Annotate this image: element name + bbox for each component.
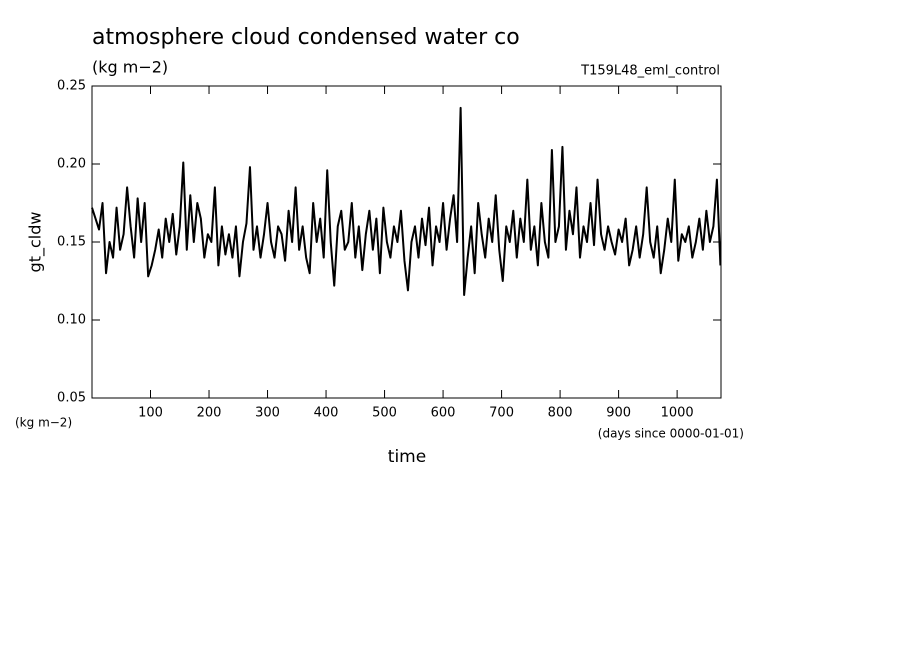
y-tick-label: 0.15 bbox=[57, 235, 86, 250]
y-tick-label: 0.25 bbox=[57, 79, 86, 94]
data-line bbox=[91, 106, 722, 297]
chart-title: atmosphere cloud condensed water co bbox=[92, 25, 520, 50]
y-tick-label: 0.20 bbox=[57, 157, 86, 172]
chart-subtitle: (kg m−2) bbox=[92, 58, 168, 77]
x-tick-label: 900 bbox=[606, 406, 631, 421]
y-axis-unit: (kg m−2) bbox=[15, 416, 72, 430]
y-axis-label: gt_cldw bbox=[26, 212, 46, 273]
x-tick-label: 700 bbox=[489, 406, 514, 421]
x-tick-label: 1000 bbox=[661, 406, 694, 421]
x-tick-label: 400 bbox=[314, 406, 339, 421]
x-tick-label: 100 bbox=[138, 406, 163, 421]
annotation: T159L48_eml_control bbox=[580, 64, 720, 79]
x-tick-label: 200 bbox=[197, 406, 222, 421]
y-tick-label: 0.10 bbox=[57, 313, 86, 328]
x-tick-label: 600 bbox=[431, 406, 456, 421]
x-tick-label: 500 bbox=[372, 406, 397, 421]
x-tick-label: 800 bbox=[548, 406, 573, 421]
x-axis-label: time bbox=[388, 447, 426, 467]
x-tick-label: 300 bbox=[255, 406, 280, 421]
x-axis-unit: (days since 0000-01-01) bbox=[598, 427, 744, 441]
y-tick-label: 0.05 bbox=[57, 391, 86, 406]
